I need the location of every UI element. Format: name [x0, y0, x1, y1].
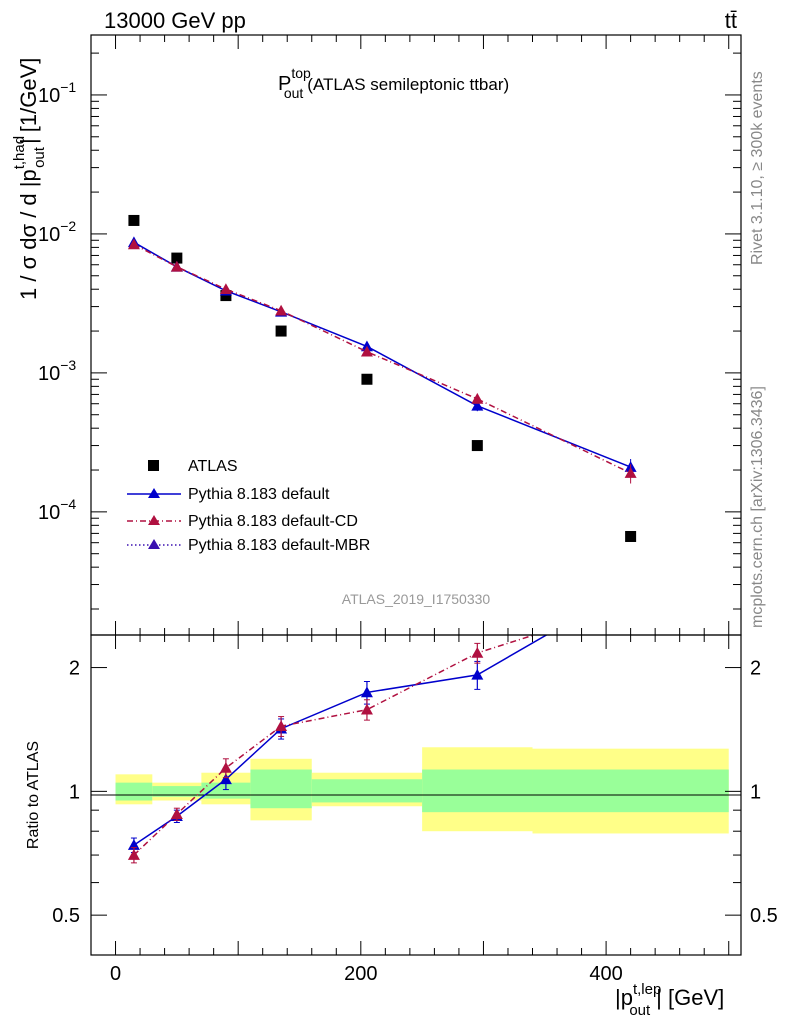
ratio-band-inner	[152, 786, 202, 797]
y-axis-label: 1 / σ dσ / d |pt,had out | [1/GeV]	[11, 58, 48, 300]
legend-marker-cd	[148, 515, 160, 525]
ratio-y-tick-label: 1	[69, 781, 80, 803]
ratio-point-pythia-8-183-default-cd	[170, 808, 183, 819]
ratio-band-inner	[115, 782, 153, 801]
series-point-pythia-8-183-default-cd	[471, 392, 484, 404]
x-axis-label-sub: out	[629, 1002, 651, 1019]
legend-marker-default	[148, 488, 160, 498]
legend-marker-atlas	[148, 460, 159, 471]
ratio-point-pythia-8-183-default	[471, 668, 484, 680]
ratio-y-axis-label: Ratio to ATLAS	[25, 741, 42, 849]
ratio-y-tick-label: 1	[750, 781, 761, 803]
plot-title-main: P	[278, 73, 291, 95]
ratio-band-inner	[532, 769, 729, 813]
x-axis-label-sup: t,lep	[633, 981, 661, 998]
series-point-pythia-8-183-default-cd	[624, 467, 637, 478]
ratio-plot-frame	[90, 634, 742, 956]
atlas-data-point	[361, 373, 373, 385]
series-line-pythia-8-183-default-cd	[133, 243, 631, 474]
x-tick-label: 0	[110, 963, 121, 985]
x-tick-label: 400	[589, 963, 622, 985]
y-axis-label-post: | [1/GeV]	[16, 58, 41, 144]
process-label: tt̄	[725, 8, 737, 33]
y-tick-label: 10−2	[38, 218, 76, 246]
y-axis-label-pre: 1 / σ dσ / d |p	[16, 169, 41, 300]
analysis-id: ATLAS_2019_I1750330	[342, 591, 491, 607]
mcplots-label: mcplots.cern.ch [arXiv:1306.3436]	[749, 386, 766, 628]
x-axis-label-pre: |p	[615, 985, 633, 1010]
x-tick-label: 200	[344, 963, 377, 985]
ratio-point-pythia-8-183-default-cd	[219, 761, 232, 773]
atlas-data-point	[625, 530, 637, 542]
y-axis-label-sup: t,had	[11, 136, 28, 169]
y-tick-label: 10−4	[38, 496, 76, 524]
series-line-pythia-8-183-default	[133, 241, 631, 468]
ratio-point-pythia-8-183-default-cd	[127, 849, 140, 860]
atlas-data-point	[275, 325, 287, 337]
ratio-y-tick-label: 0.5	[52, 905, 80, 927]
series-point-pythia-8-183-default-cd	[127, 238, 140, 250]
y-axis-label-sub: out	[31, 146, 48, 168]
ratio-point-pythia-8-183-default-cd	[275, 720, 288, 732]
legend-label-default: Pythia 8.183 default	[188, 486, 330, 503]
x-axis-label-post: | [GeV]	[656, 985, 724, 1010]
series-point-pythia-8-183-default	[471, 399, 484, 411]
legend: ATLAS Pythia 8.183 default Pythia 8.183 …	[127, 458, 370, 554]
ratio-y-tick-label: 2	[69, 658, 80, 680]
rivet-label: Rivet 3.1.10, ≥ 300k events	[749, 71, 766, 265]
plot-title-sup: top	[291, 65, 311, 81]
ratio-point-pythia-8-183-default	[625, 580, 637, 591]
ratio-point-pythia-8-183-default	[360, 686, 373, 698]
ratio-band-inner	[311, 779, 423, 803]
atlas-data-point	[220, 290, 232, 302]
y-tick-label: 10−1	[38, 79, 76, 107]
ratio-band-inner	[250, 769, 312, 809]
ratio-y-tick-label: 0.5	[750, 905, 778, 927]
ratio-band-inner	[422, 769, 533, 813]
atlas-data-point	[471, 440, 483, 452]
ratio-y-tick-label: 2	[750, 658, 761, 680]
series-point-pythia-8-183-default-cd	[360, 345, 373, 357]
legend-marker-mbr	[148, 539, 160, 549]
ratio-point-pythia-8-183-default-cd	[471, 646, 484, 658]
series-point-pythia-8-183-default-cd	[219, 283, 232, 295]
energy-label: 13000 GeV pp	[104, 8, 246, 33]
series-point-pythia-8-183-default-cd	[275, 304, 288, 316]
series-point-pythia-8-183-default-cd	[170, 260, 183, 272]
plot-title-rest: (ATLAS semileptonic ttbar)	[307, 75, 509, 94]
atlas-data-point	[171, 252, 183, 264]
plot-title-sub: out	[284, 85, 304, 101]
legend-label-mbr: Pythia 8.183 default-MBR	[188, 537, 370, 554]
ratio-point-pythia-8-183-default-cd	[625, 598, 637, 609]
ratio-point-pythia-8-183-default	[219, 773, 232, 785]
y-tick-label: 10−3	[38, 357, 76, 385]
atlas-data-point	[128, 214, 140, 226]
x-axis-label: |pt,lep out | [GeV]	[615, 981, 724, 1019]
legend-label-cd: Pythia 8.183 default-CD	[188, 513, 358, 530]
plot-title: Ptop out (ATLAS semileptonic ttbar)	[278, 65, 509, 101]
legend-label-atlas: ATLAS	[188, 458, 238, 475]
ratio-point-pythia-8-183-default-cd	[360, 703, 373, 715]
